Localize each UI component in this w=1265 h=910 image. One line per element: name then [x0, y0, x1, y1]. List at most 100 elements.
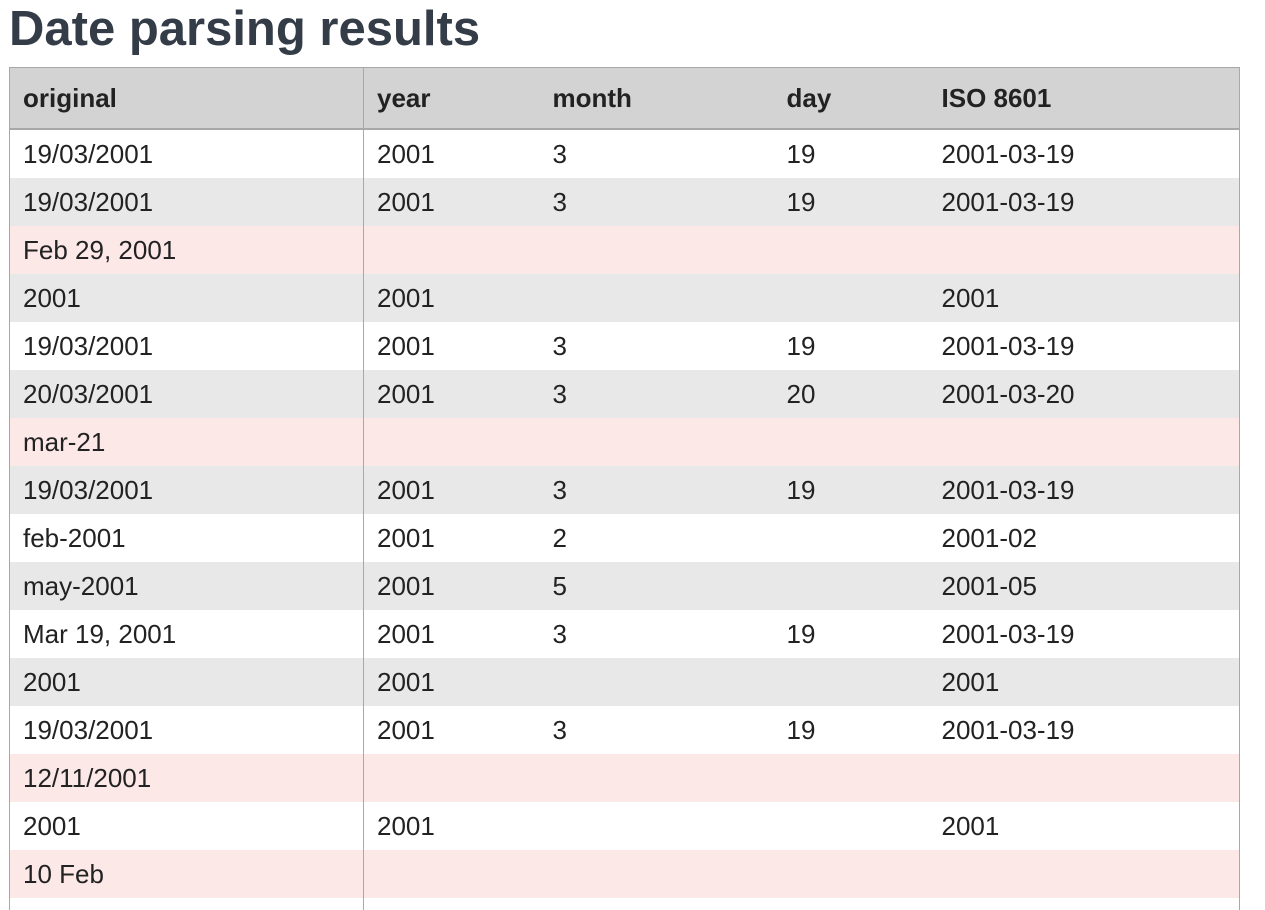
cell-month: 3 [552, 331, 567, 361]
cell-original: 20/03/2001 [9, 370, 364, 418]
table-row: 19/03/2001 2001 3 19 2001-03-19 [9, 322, 1240, 370]
cell-iso: 2001-03-19 [928, 466, 1240, 514]
cell-year: 2001 [377, 331, 435, 361]
cell-iso: 2001 [928, 658, 1240, 706]
cell-year: 2001 [377, 139, 435, 169]
cell-day [774, 850, 929, 898]
cell-iso: 2001-03-19 [928, 129, 1240, 178]
cell-iso: 2001 [928, 802, 1240, 850]
cell-day: 19 [786, 475, 816, 505]
cell-month [540, 418, 774, 466]
cell-day: 19 [774, 898, 929, 910]
cell-year: 2001 [377, 811, 435, 841]
cell-day: 19 [786, 715, 816, 745]
cell-original: 19/03/2001 [9, 322, 364, 370]
cell-month [540, 802, 774, 850]
cell-iso [928, 418, 1240, 466]
table-row: 2001 2001 2001 [9, 274, 1240, 322]
table-row: 2001 2001 2001 [9, 658, 1240, 706]
cell-year: 2001 [377, 619, 435, 649]
table-row: feb-2001 2001 2 2001-02 [9, 514, 1240, 562]
cell-iso [928, 226, 1240, 274]
cell-day [774, 226, 929, 274]
cell-month [540, 226, 774, 274]
cell-original: Mar 19, 2001 [9, 610, 364, 658]
cell-day [774, 754, 929, 802]
column-header-iso: ISO 8601 [928, 67, 1240, 130]
table-row: 19/03/2001 2001 3 19 2001-03-19 [9, 466, 1240, 514]
cell-day [774, 802, 929, 850]
cell-iso [928, 850, 1240, 898]
cell-day: 19 [786, 139, 816, 169]
cell-original: 19/03/2001 [9, 898, 364, 910]
cell-original: mar-21 [9, 418, 364, 466]
date-results-table: original year month day ISO 8601 19/03/2… [9, 67, 1240, 910]
cell-day: 19 [786, 619, 816, 649]
cell-iso: 2001-03-19 [928, 610, 1240, 658]
cell-year [364, 226, 540, 274]
cell-original: 19/03/2001 [9, 466, 364, 514]
cell-month: 3 [552, 139, 567, 169]
cell-day [774, 274, 929, 322]
table-row: 2001 2001 2001 [9, 802, 1240, 850]
cell-iso: 2001-03-20 [928, 370, 1240, 418]
cell-day [774, 658, 929, 706]
table-row: Mar 19, 2001 2001 3 19 2001-03-19 [9, 610, 1240, 658]
cell-year: 2001 [377, 283, 435, 313]
header-row: original year month day ISO 8601 [9, 67, 1240, 130]
cell-month [540, 754, 774, 802]
cell-month [540, 274, 774, 322]
cell-year [364, 754, 540, 802]
cell-year: 2001 [377, 715, 435, 745]
table-row: 10 Feb [9, 850, 1240, 898]
table-row: Feb 29, 2001 [9, 226, 1240, 274]
results-table-container: original year month day ISO 8601 19/03/2… [9, 67, 1240, 910]
cell-iso: 2001-03-19 [928, 706, 1240, 754]
cell-day: 19 [786, 187, 816, 217]
cell-year: 2001 [364, 898, 540, 910]
cell-year: 2001 [377, 523, 435, 553]
cell-day: 20 [786, 379, 816, 409]
cell-original: 2001 [9, 658, 364, 706]
cell-original: feb-2001 [9, 514, 364, 562]
column-header-month: month [539, 67, 774, 130]
cell-iso: 2001-03-19 [928, 178, 1240, 226]
table-header: original year month day ISO 8601 [9, 67, 1240, 130]
page-title: Date parsing results [9, 2, 481, 56]
cell-original: 19/03/2001 [9, 178, 364, 226]
cell-original: 19/03/2001 [9, 129, 364, 178]
cell-original: may-2001 [9, 562, 364, 610]
table-body: 19/03/2001 2001 3 19 2001-03-19 19/03/2001 200… [9, 129, 1240, 910]
cell-month: 3 [540, 898, 774, 910]
cell-month: 2 [552, 523, 567, 553]
cell-original: 12/11/2001 [9, 754, 364, 802]
cell-year: 2001 [377, 667, 435, 697]
cell-month [540, 658, 774, 706]
cell-iso: 2001-03-19 [928, 322, 1240, 370]
cell-month: 5 [552, 571, 567, 601]
cell-iso: 2001 [928, 274, 1240, 322]
cell-year: 2001 [377, 379, 435, 409]
table-row: mar-21 [9, 418, 1240, 466]
cell-original: Feb 29, 2001 [9, 226, 364, 274]
column-header-year: year [363, 67, 540, 130]
cell-month: 3 [552, 619, 567, 649]
cell-day [774, 562, 929, 610]
cell-year [364, 850, 540, 898]
cell-original: 10 Feb [9, 850, 364, 898]
cell-month: 3 [552, 475, 567, 505]
cell-year: 2001 [377, 475, 435, 505]
cell-iso: 2001-05 [928, 562, 1240, 610]
cell-month [540, 850, 774, 898]
table-row: 12/11/2001 [9, 754, 1240, 802]
cell-original: 2001 [9, 802, 364, 850]
table-row: 19/03/2001 2001 3 19 2001-03-19 [9, 129, 1240, 178]
cell-original: 19/03/2001 [9, 706, 364, 754]
table-row: may-2001 2001 5 2001-05 [9, 562, 1240, 610]
cell-year [364, 418, 540, 466]
cell-day: 19 [786, 331, 816, 361]
cell-year: 2001 [377, 571, 435, 601]
